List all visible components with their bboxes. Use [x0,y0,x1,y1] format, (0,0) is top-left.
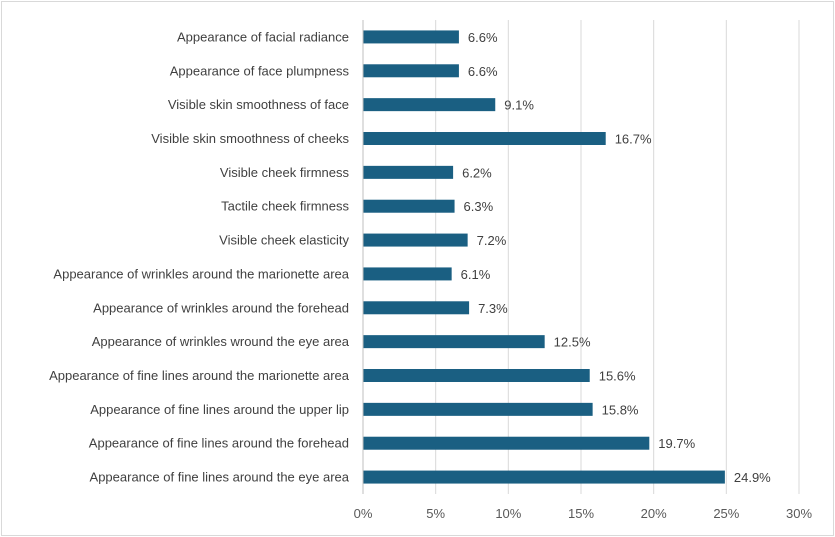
bar [363,199,455,213]
category-label: Visible cheek elasticity [219,233,349,248]
category-label: Appearance of fine lines around the fore… [89,436,349,451]
bar [363,369,590,382]
bar [363,436,650,450]
bar [363,267,452,281]
x-tick-label: 30% [786,506,812,521]
category-label: Appearance of wrinkles wround the eye ar… [92,334,350,349]
bar [363,64,459,78]
x-tick-label: 15% [568,506,594,521]
x-tick-label: 5% [426,506,445,521]
data-label: 7.3% [478,301,508,316]
category-label: Appearance of wrinkles around the marion… [53,266,349,281]
data-label: 15.8% [602,402,639,417]
category-label: Visible skin smoothness of cheeks [151,131,349,146]
data-label: 16.7% [615,132,652,147]
category-label: Visible cheek firmness [220,165,350,180]
data-label: 6.1% [461,267,491,282]
category-label: Appearance of fine lines around the uppe… [90,402,349,417]
bars [363,30,725,484]
data-label: 9.1% [504,98,534,113]
bar [363,301,470,315]
category-label: Appearance of wrinkles around the forehe… [93,300,349,315]
data-label: 6.2% [462,165,492,180]
data-label: 6.6% [468,30,498,45]
data-label: 7.2% [477,233,507,248]
bar [363,335,545,349]
category-label: Appearance of face plumpness [170,63,350,78]
data-label: 19.7% [658,436,695,451]
bar [363,98,496,112]
x-tick-label: 20% [641,506,667,521]
category-label: Appearance of facial radiance [177,29,349,44]
x-axis-ticks: 0% 5% 10% 15% 20% 25% 30% [354,506,813,521]
bar [363,402,593,416]
category-labels: Appearance of facial radiance Appearance … [49,29,350,484]
data-labels: 6.6% 6.6% 9.1% 16.7% 6.2% 6.3% 7.2% 6.1% 7.3% 12.… [461,30,772,485]
bar [363,233,468,247]
bar [363,30,459,44]
bar [363,132,606,145]
x-tick-label: 0% [354,506,373,521]
category-label: Tactile cheek firmness [221,199,349,214]
data-label: 15.6% [599,369,636,384]
category-label: Visible skin smoothness of face [168,97,349,112]
bar [363,470,725,484]
bar [363,165,454,179]
data-label: 6.3% [464,199,494,214]
category-label: Appearance of fine lines around the mari… [49,368,350,383]
data-label: 24.9% [734,470,771,485]
data-label: 12.5% [554,335,591,350]
category-label: Appearance of fine lines around the eye … [90,470,350,485]
x-tick-label: 25% [713,506,739,521]
data-label: 6.6% [468,64,498,79]
x-tick-label: 10% [495,506,521,521]
gridlines [362,20,800,494]
